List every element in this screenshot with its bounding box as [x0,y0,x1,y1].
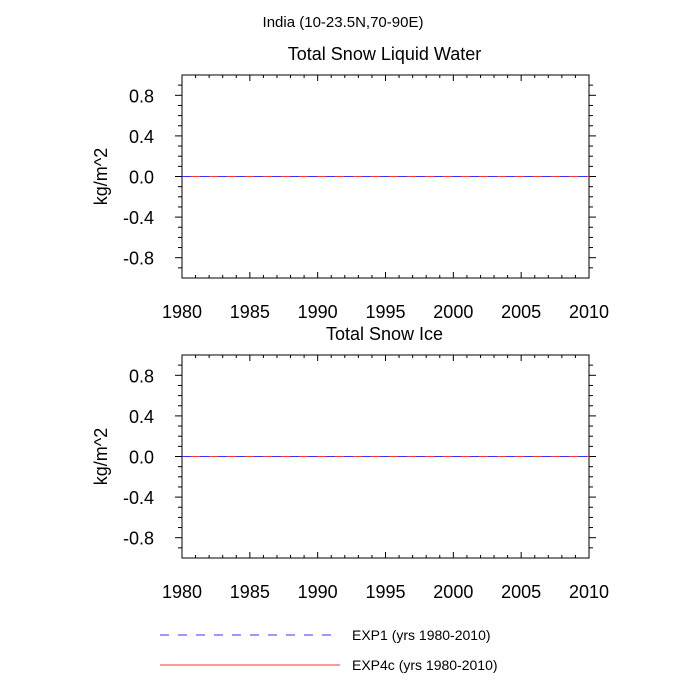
panel-snow-ice: Total Snow Ice kg/m^2 1980 1985 1990 1995 2000… [91,324,609,602]
chart-title: Total Snow Liquid Water [288,44,481,64]
y-tick-label: -0.8 [123,529,154,549]
x-tick-label: 1990 [298,582,338,602]
legend-label-exp1: EXP1 (yrs 1980-2010) [352,627,491,643]
x-tick-label: 1980 [162,582,202,602]
y-axis-label: kg/m^2 [91,428,111,485]
x-tick-label: 1985 [230,302,270,322]
y-tick-label: -0.4 [123,208,154,228]
y-tick-label: 0.8 [129,366,154,386]
y-tick-label: 0.0 [129,168,154,188]
x-tick-label: 1995 [365,582,405,602]
y-tick-label: 0.4 [129,127,154,147]
x-tick-label: 2005 [501,302,541,322]
legend: EXP1 (yrs 1980-2010) EXP4c (yrs 1980-201… [160,627,498,673]
x-tick-label: 2005 [501,582,541,602]
y-axis-label: kg/m^2 [91,148,111,205]
y-tick-label: -0.8 [123,249,154,269]
x-tick-label: 2010 [569,302,609,322]
x-tick-label: 2000 [433,582,473,602]
x-tick-label: 1995 [365,302,405,322]
x-tick-label: 2000 [433,302,473,322]
x-tick-label: 2010 [569,582,609,602]
y-tick-label: 0.8 [129,86,154,106]
chart-title: Total Snow Ice [326,324,443,344]
x-tick-label: 1990 [298,302,338,322]
y-tick-label: 0.0 [129,448,154,468]
legend-label-exp4c: EXP4c (yrs 1980-2010) [352,657,498,673]
panel-snow-liquid-water: Total Snow Liquid Water kg/m^2 1980 1985 199… [91,44,609,322]
y-tick-label: 0.4 [129,407,154,427]
figure-title: India (10-23.5N,70-90E) [263,14,424,31]
y-tick-label: -0.4 [123,488,154,508]
x-tick-label: 1985 [230,582,270,602]
x-tick-label: 1980 [162,302,202,322]
